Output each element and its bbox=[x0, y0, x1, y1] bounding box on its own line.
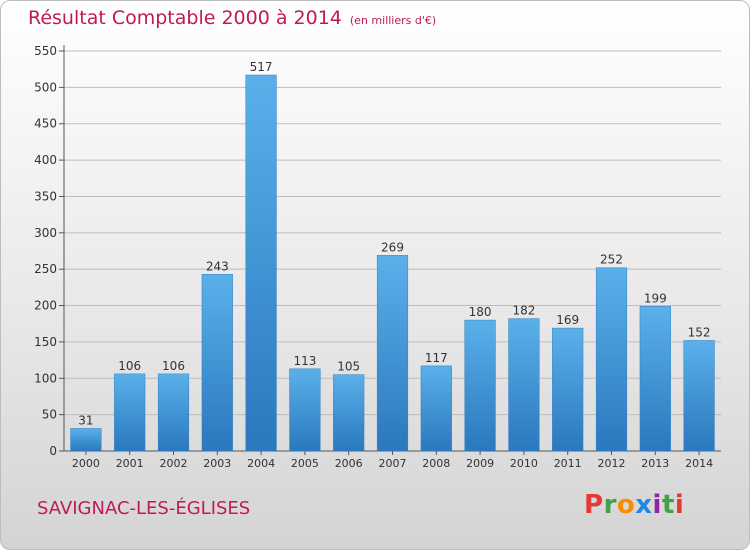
data-label-2002: 106 bbox=[162, 359, 185, 373]
bar-2001 bbox=[114, 373, 146, 452]
logo-letter: r bbox=[603, 490, 617, 520]
x-tick-label-2009: 2009 bbox=[466, 457, 494, 470]
y-tick-label: 350 bbox=[34, 189, 57, 203]
x-tick-label-2008: 2008 bbox=[422, 457, 450, 470]
labels: 31 2000 106 2001 106 2002 243 2003 517 2004 113 200… bbox=[72, 60, 713, 470]
bar-2000 bbox=[70, 428, 102, 452]
bar-2011 bbox=[552, 327, 584, 452]
bar-2004 bbox=[245, 74, 277, 452]
y-tick-label: 150 bbox=[34, 335, 57, 349]
bar-2006 bbox=[333, 374, 365, 452]
x-tick-label-2010: 2010 bbox=[510, 457, 538, 470]
x-tick-label-2011: 2011 bbox=[554, 457, 582, 470]
y-tick-label: 100 bbox=[34, 371, 57, 385]
bar-2013 bbox=[639, 306, 671, 452]
chart-title-text: Résultat Comptable 2000 à 2014 bbox=[28, 7, 342, 29]
x-tick-label-2000: 2000 bbox=[72, 457, 100, 470]
bar-2014 bbox=[683, 340, 715, 452]
data-label-2013: 199 bbox=[644, 291, 667, 305]
x-tick-label-2003: 2003 bbox=[203, 457, 231, 470]
data-label-2005: 113 bbox=[293, 354, 316, 368]
x-tick-label-2004: 2004 bbox=[247, 457, 275, 470]
y-tick-label: 50 bbox=[42, 408, 57, 422]
logo-letter: i bbox=[674, 490, 685, 520]
x-tick-label-2007: 2007 bbox=[379, 457, 407, 470]
y-tick-label: 0 bbox=[49, 444, 57, 458]
x-tick-label-2014: 2014 bbox=[685, 457, 713, 470]
y-tick-label: 450 bbox=[34, 117, 57, 131]
data-label-2014: 152 bbox=[688, 325, 711, 339]
data-label-2009: 180 bbox=[469, 305, 492, 319]
logo-letter: P bbox=[584, 490, 604, 520]
x-tick-label-2001: 2001 bbox=[116, 457, 144, 470]
bar-2009 bbox=[464, 319, 496, 452]
bar-2003 bbox=[201, 274, 233, 452]
data-label-2003: 243 bbox=[206, 259, 229, 273]
x-tick-label-2002: 2002 bbox=[160, 457, 188, 470]
data-label-2010: 182 bbox=[512, 304, 535, 318]
chart-subtitle: (en milliers d'€) bbox=[349, 14, 437, 27]
logo-letter: x bbox=[635, 490, 653, 520]
x-tick-label-2013: 2013 bbox=[641, 457, 669, 470]
data-label-2008: 117 bbox=[425, 351, 448, 365]
bar-2005 bbox=[289, 368, 321, 452]
logo-letter: i bbox=[652, 490, 662, 520]
data-label-2011: 169 bbox=[556, 313, 579, 327]
proxiti-logo: Proxiti bbox=[584, 490, 684, 520]
logo-letter: o bbox=[616, 490, 636, 520]
data-label-2001: 106 bbox=[118, 359, 141, 373]
logo-letter: t bbox=[661, 490, 675, 520]
chart-title: Résultat Comptable 2000 à 2014 (en millie… bbox=[28, 7, 436, 29]
data-label-2012: 252 bbox=[600, 253, 623, 267]
data-label-2004: 517 bbox=[250, 60, 273, 74]
bar-2002 bbox=[157, 373, 190, 452]
data-label-2007: 269 bbox=[381, 240, 404, 254]
y-tick-label: 250 bbox=[34, 262, 57, 276]
data-label-2006: 105 bbox=[337, 360, 360, 374]
y-tick-label: 200 bbox=[34, 299, 57, 313]
x-tick-label-2012: 2012 bbox=[598, 457, 626, 470]
y-tick-label: 400 bbox=[34, 153, 57, 167]
bars bbox=[70, 74, 715, 452]
y-tick-label: 300 bbox=[34, 226, 57, 240]
bar-2010 bbox=[508, 318, 540, 452]
x-tick-label-2006: 2006 bbox=[335, 457, 363, 470]
y-tick-label: 500 bbox=[34, 80, 57, 94]
bar-2008 bbox=[420, 365, 452, 452]
x-tick-label-2005: 2005 bbox=[291, 457, 319, 470]
bar-2012 bbox=[595, 267, 628, 452]
bar-2007 bbox=[376, 255, 409, 452]
y-tick-label: 550 bbox=[34, 44, 57, 58]
location-name: SAVIGNAC-LES-ÉGLISES bbox=[37, 498, 251, 519]
data-label-2000: 31 bbox=[78, 413, 93, 427]
